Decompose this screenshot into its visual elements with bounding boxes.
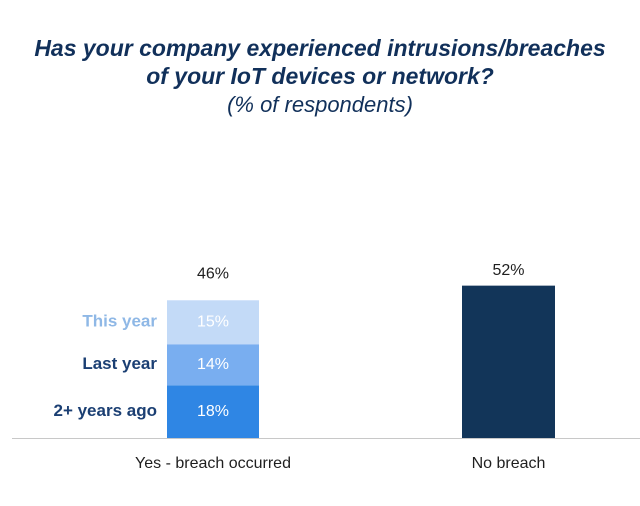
segment-value-label: 15%: [197, 313, 229, 330]
segment-value-label: 14%: [197, 356, 229, 373]
bar-no-breach: [462, 285, 555, 438]
total-label-yes-breach: 46%: [197, 266, 229, 283]
chart-subtitle: (% of respondents): [227, 92, 413, 117]
stacked-segment-2-years-ago: [167, 385, 259, 438]
stacked-segment-this-year: [167, 300, 259, 345]
chart-title-block: Has your company experienced intrusions/…: [0, 34, 640, 120]
x-tick-label-yes-breach: Yes - breach occurred: [135, 455, 291, 472]
segment-value-label: 18%: [197, 403, 229, 420]
segment-name-label: Last year: [82, 354, 157, 373]
stacked-segment-last-year: [167, 344, 259, 386]
chart-title-line-1: Has your company experienced intrusions/…: [34, 35, 606, 61]
segment-name-label: 2+ years ago: [54, 401, 158, 420]
chart-title-line-2: of your IoT devices or network?: [146, 63, 494, 89]
segment-name-label: This year: [82, 312, 157, 331]
total-label-no-breach: 52%: [492, 262, 524, 279]
x-tick-label-no-breach: No breach: [472, 455, 546, 472]
